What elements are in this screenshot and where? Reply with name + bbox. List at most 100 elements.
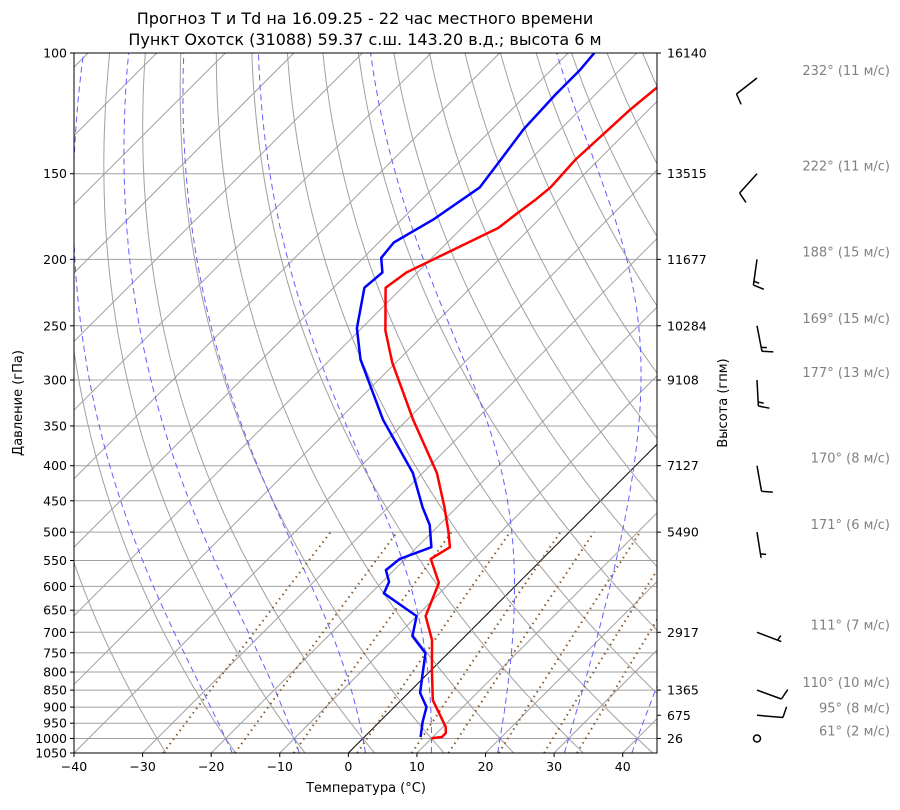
x-tick-label: 30: [546, 759, 562, 774]
y-tick-label: 750: [43, 645, 67, 660]
isotherm: [211, 53, 900, 753]
barb-full: [753, 285, 764, 289]
moist-adiabat: [557, 53, 641, 753]
y-tick-label: 1050: [35, 746, 67, 761]
y-tick-label: 1000: [35, 731, 67, 746]
isotherm: [417, 53, 900, 753]
y-tick-label: 900: [43, 700, 67, 715]
mixing-ratio-line: [163, 532, 330, 753]
wind-label: 61° (2 м/с): [819, 724, 890, 739]
barb-full: [758, 406, 769, 408]
wind-barb: [757, 380, 769, 408]
height-tick-label: 2917: [667, 625, 699, 640]
moist-adiabat: [183, 53, 366, 753]
height-tick-label: 7127: [667, 458, 699, 473]
wind-label: 169° (15 м/с): [802, 312, 890, 327]
barb-staff: [757, 715, 783, 717]
mixing-ratio-line: [544, 532, 681, 753]
y-tick-label: 400: [43, 458, 67, 473]
wind-label: 95° (8 м/с): [819, 701, 890, 716]
dry-adiabat: [104, 53, 305, 753]
dry-adiabat: [643, 53, 900, 753]
wind-label: 170° (8 м/с): [811, 452, 890, 467]
wind-barb: [757, 690, 788, 699]
dry-adiabat: [287, 53, 653, 753]
profile-lines: [357, 53, 658, 738]
wind-barbs: 232° (11 м/с)222° (11 м/с)188° (15 м/с)1…: [737, 64, 890, 742]
moist-adiabat: [73, 53, 232, 753]
dry-adiabat: [323, 53, 723, 753]
wind-label: 222° (11 м/с): [802, 160, 890, 175]
dry-adiabat: [607, 53, 900, 753]
barb-full: [762, 351, 773, 352]
y-tick-label: 950: [43, 716, 67, 731]
moist-adiabat: [632, 53, 846, 753]
y-tick-label: 350: [43, 418, 67, 433]
x-tick-label: −10: [267, 759, 293, 774]
mixing-ratio-line: [294, 532, 452, 753]
y-tick-label: 850: [43, 683, 67, 698]
y-tick-label: 650: [43, 603, 67, 618]
x-tick-label: −40: [61, 759, 87, 774]
dry-adiabat: [856, 53, 900, 753]
isotherm: [486, 53, 900, 753]
mixing-ratio-line: [449, 532, 595, 753]
wind-barb: [754, 735, 761, 742]
isotherm: [0, 53, 225, 753]
wind-label: 110° (10 м/с): [802, 676, 890, 691]
wind-label: 171° (6 м/с): [811, 518, 890, 533]
barb-staff: [757, 466, 762, 492]
calm-circle-icon: [754, 735, 761, 742]
dry-adiabat: [252, 53, 584, 753]
background-lines: [0, 53, 900, 753]
chart-title-line2: Пункт Охотск (31088) 59.37 с.ш. 143.20 в…: [128, 30, 601, 49]
dry-adiabat: [678, 53, 900, 753]
y-tick-label: 450: [43, 493, 67, 508]
y-tick-label: 550: [43, 553, 67, 568]
y-tick-label: 100: [43, 46, 67, 61]
x-tick-label: 20: [478, 759, 494, 774]
barb-full: [783, 707, 787, 718]
y-axis-label: Давление (гПа): [11, 350, 26, 456]
wind-barb: [757, 532, 766, 558]
y-tick-label: 800: [43, 665, 67, 680]
barb-full: [781, 690, 787, 699]
plot-frame: [74, 53, 657, 753]
height-tick-label: 11677: [667, 252, 707, 267]
wind-barb: [757, 632, 781, 641]
dry-adiabat: [501, 53, 900, 753]
barb-half: [778, 636, 781, 641]
wind-barb: [757, 466, 773, 492]
wind-label: 111° (7 м/с): [811, 618, 890, 633]
dry-adiabat: [749, 53, 900, 753]
isotherm: [143, 53, 843, 753]
isotherm: [5, 53, 705, 753]
x-tick-label: 0: [344, 759, 352, 774]
chart-title-line1: Прогноз T и Td на 16.09.25 - 22 час мест…: [137, 9, 593, 28]
wind-barb: [740, 174, 757, 203]
y-tick-label: 500: [43, 525, 67, 540]
x-tick-label: 40: [615, 759, 631, 774]
wind-label: 177° (13 м/с): [802, 366, 890, 381]
wind-barb: [737, 78, 757, 104]
barb-full: [762, 491, 773, 492]
height-axis-label: Высота (гпм): [716, 358, 731, 447]
barb-full: [740, 193, 746, 202]
dry-adiabat: [820, 53, 900, 753]
height-tick-label: 16140: [667, 46, 707, 61]
height-tick-label: 5490: [667, 525, 699, 540]
wind-barb: [757, 326, 773, 352]
height-tick-label: 9108: [667, 373, 699, 388]
dry-adiabat: [714, 53, 900, 753]
wind-barb: [757, 707, 787, 718]
height-tick-label: 13515: [667, 166, 707, 181]
x-tick-label: −30: [129, 759, 155, 774]
wind-barb: [753, 259, 764, 289]
y-tick-label: 300: [43, 373, 67, 388]
y-tick-label: 200: [43, 252, 67, 267]
isotherm: [0, 53, 637, 753]
wind-label: 232° (11 м/с): [802, 64, 890, 79]
height-tick-label: 1365: [667, 683, 699, 698]
